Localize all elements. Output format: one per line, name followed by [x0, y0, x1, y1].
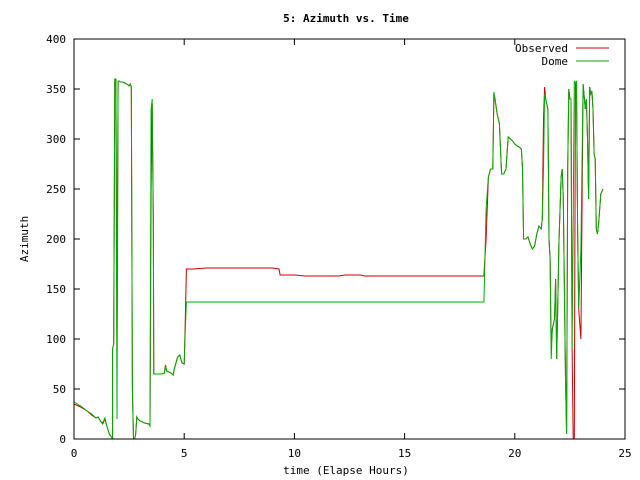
- x-tick-label: 10: [288, 447, 301, 460]
- y-tick-label: 0: [59, 433, 66, 446]
- legend-label-observed: Observed: [515, 42, 568, 55]
- y-tick-label: 400: [46, 33, 66, 46]
- x-tick-label: 0: [71, 447, 78, 460]
- y-tick-label: 100: [46, 333, 66, 346]
- plot-lines: [73, 78, 604, 440]
- x-tick-label: 25: [618, 447, 631, 460]
- y-tick-label: 300: [46, 133, 66, 146]
- x-tick-label: 5: [181, 447, 188, 460]
- x-tick-label: 15: [398, 447, 411, 460]
- y-tick-label: 250: [46, 183, 66, 196]
- x-axis: 0 5 10 15 20 25: [71, 39, 632, 460]
- y-tick-label: 150: [46, 283, 66, 296]
- x-tick-label: 20: [508, 447, 521, 460]
- y-tick-label: 200: [46, 233, 66, 246]
- y-axis: 0 50 100 150 200 250 300 350 400: [46, 33, 625, 446]
- y-axis-label: Azimuth: [18, 216, 31, 262]
- y-tick-label: 350: [46, 83, 66, 96]
- x-axis-label: time (Elapse Hours): [283, 464, 409, 477]
- chart-title: 5: Azimuth vs. Time: [283, 12, 409, 25]
- plot-frame: [73, 38, 626, 440]
- series-line-dome: [73, 78, 604, 440]
- legend-label-dome: Dome: [542, 55, 569, 68]
- y-tick-label: 50: [53, 383, 66, 396]
